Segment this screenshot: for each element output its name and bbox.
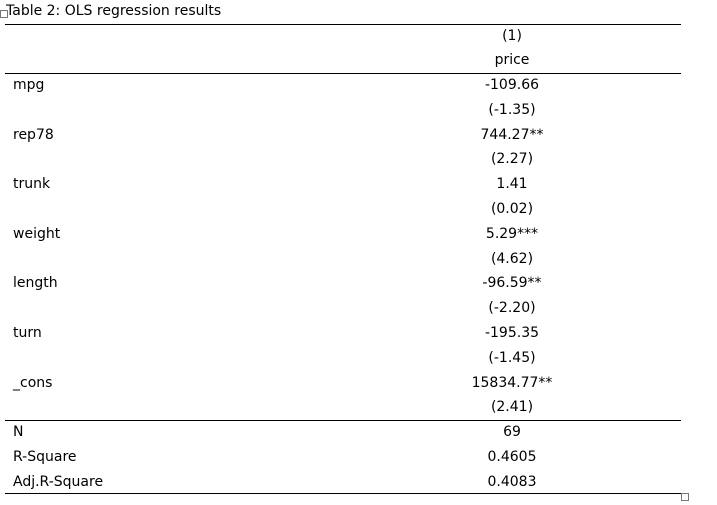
t-statistic: (4.62) [490,250,534,267]
stat-name: Adj.R-Square [13,473,104,490]
coefficient: 1.41 [496,176,528,193]
table-title: Table 2: OLS regression results [6,3,222,19]
column-header: price [494,52,530,68]
coefficient: -96.59** [482,275,542,292]
column-number: (1) [502,28,522,44]
variable-name: length [13,275,58,292]
stat-value: 0.4083 [487,473,537,490]
t-statistic: (-1.35) [488,101,536,118]
stat-value: 0.4605 [487,448,537,465]
coefficient: 15834.77** [471,374,553,391]
variable-name: weight [13,225,61,242]
coefficient: -109.66 [484,77,540,93]
mid-rule [5,420,681,421]
variable-name: rep78 [13,126,54,143]
variable-name: trunk [13,176,51,193]
stat-name: R-Square [13,448,77,465]
top-rule [5,24,681,25]
t-statistic: (0.02) [490,201,534,217]
stat-name: N [13,424,24,440]
table-handle [0,10,8,18]
coefficient: 744.27** [480,126,544,143]
variable-name: _cons [13,374,53,391]
t-statistic: (-1.45) [488,349,536,366]
header-rule [5,73,681,74]
t-statistic: (2.41) [490,399,534,416]
stat-value: 69 [503,424,521,440]
resize-handle [681,493,689,501]
coefficient: 5.29*** [485,225,539,242]
coefficient: -195.35 [484,325,540,341]
bottom-rule [5,493,681,494]
variable-name: turn [13,325,42,341]
variable-name: mpg [13,77,45,93]
t-statistic: (-2.20) [488,300,536,317]
t-statistic: (2.27) [490,151,534,168]
